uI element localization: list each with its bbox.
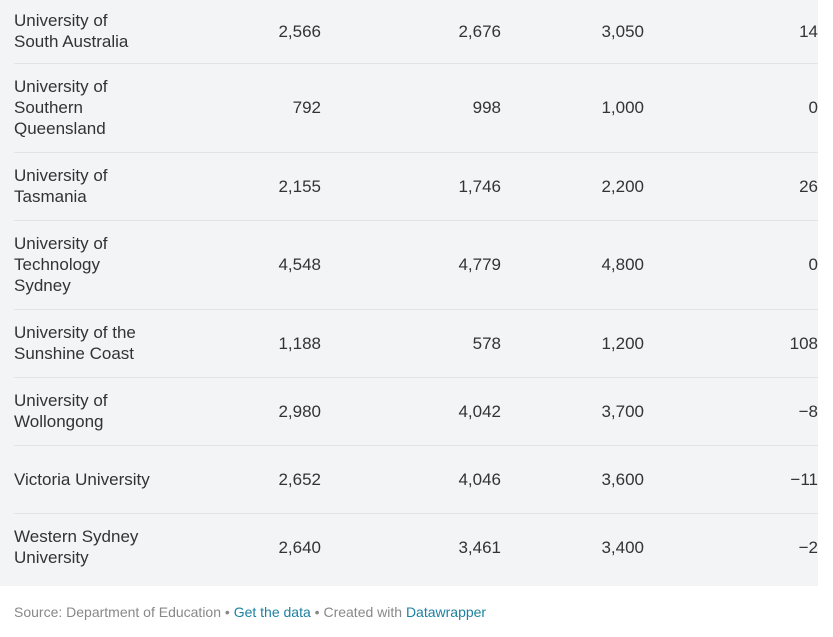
cell-university-name: University of the Sunshine Coast (14, 309, 154, 378)
cell-value-3: 3,600 (501, 445, 644, 514)
table-row: Victoria University 2,652 4,046 3,600 −1… (14, 445, 818, 514)
cell-value-4: 0 (644, 220, 818, 310)
cell-value-1: 2,652 (154, 445, 321, 514)
cell-value-2: 4,046 (321, 445, 501, 514)
cell-value-3: 2,200 (501, 152, 644, 221)
cell-value-2: 4,779 (321, 220, 501, 310)
cell-value-1: 1,188 (154, 309, 321, 378)
cell-value-4: 0 (644, 63, 818, 153)
table-row: University of Wollongong 2,980 4,042 3,7… (14, 377, 818, 446)
cell-value-3: 3,050 (501, 0, 644, 64)
table-row: University of South Australia 2,566 2,67… (14, 0, 818, 64)
source-note: Source: Department of Education (14, 604, 222, 620)
cell-university-name: Victoria University (14, 445, 154, 514)
cell-value-2: 2,676 (321, 0, 501, 64)
table-footer: Source: Department of Education • Get th… (14, 604, 486, 620)
table-row: University of Southern Queensland 792 99… (14, 63, 818, 153)
table-row: University of Technology Sydney 4,548 4,… (14, 220, 818, 310)
get-the-data-link[interactable]: Get the data (233, 604, 311, 620)
cell-university-name: University of Tasmania (14, 152, 154, 221)
footer-separator: • (221, 604, 234, 620)
cell-university-name: University of South Australia (14, 0, 154, 64)
cell-value-4: −8 (644, 377, 818, 446)
created-with-label: Created with (323, 604, 403, 620)
cell-university-name: University of Southern Queensland (14, 63, 154, 153)
cell-value-1: 2,155 (154, 152, 321, 221)
table-row: Western Sydney University 2,640 3,461 3,… (14, 513, 818, 581)
data-table: University of South Australia 2,566 2,67… (14, 0, 818, 581)
table-row: University of Tasmania 2,155 1,746 2,200… (14, 152, 818, 221)
cell-value-1: 4,548 (154, 220, 321, 310)
cell-value-3: 4,800 (501, 220, 644, 310)
cell-value-1: 2,566 (154, 0, 321, 64)
cell-value-3: 1,000 (501, 63, 644, 153)
table-row: University of the Sunshine Coast 1,188 5… (14, 309, 818, 378)
cell-value-4: −2 (798, 537, 818, 557)
table-panel: University of South Australia 2,566 2,67… (0, 0, 818, 586)
cell-value-2: 578 (321, 309, 501, 378)
footer-separator: • (310, 604, 324, 620)
cell-university-name: University of Wollongong (14, 377, 154, 446)
cell-value-3: 1,200 (501, 309, 644, 378)
cell-university-name: University of Technology Sydney (14, 220, 154, 310)
cell-value-4: 108 (644, 309, 818, 378)
cell-value-2: 998 (321, 63, 501, 153)
cell-value-4: 14 (644, 0, 818, 64)
cell-value-3: 3,700 (501, 377, 644, 446)
cell-value-1: 2,980 (154, 377, 321, 446)
cell-value-4: −11 (644, 445, 818, 514)
cell-university-name: Western Sydney University (14, 527, 139, 568)
datawrapper-link[interactable]: Datawrapper (405, 604, 487, 620)
cell-value-1: 2,640 (278, 537, 321, 557)
cell-value-4: 26 (644, 152, 818, 221)
cell-value-2: 4,042 (321, 377, 501, 446)
cell-value-3: 3,400 (601, 537, 644, 557)
cell-value-1: 792 (154, 63, 321, 153)
cell-value-2: 1,746 (321, 152, 501, 221)
cell-value-2: 3,461 (458, 537, 501, 557)
